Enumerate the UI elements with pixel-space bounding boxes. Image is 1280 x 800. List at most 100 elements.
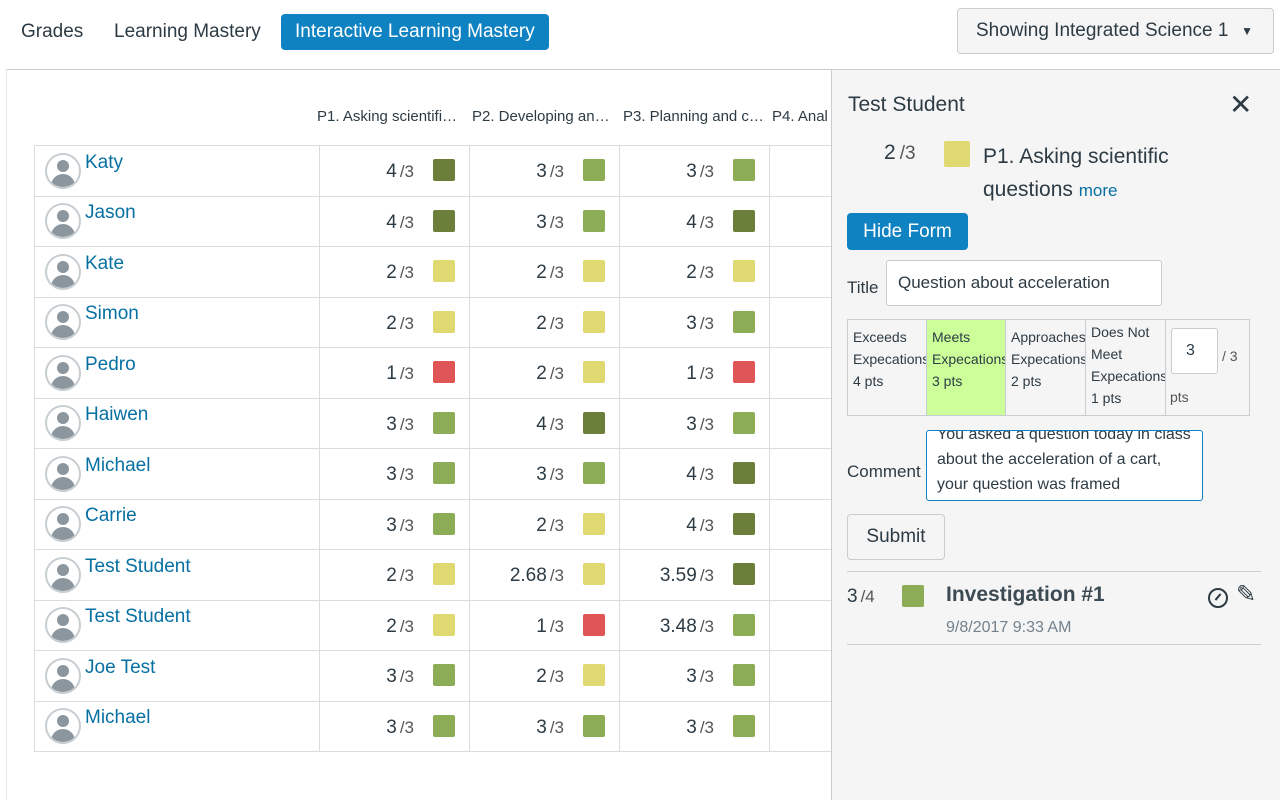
score-value: 4 [386, 211, 397, 233]
score-cell[interactable]: 3/3 [469, 196, 620, 247]
avatar[interactable] [45, 203, 81, 240]
table-row: Michael 3/3 3/3 4/3 [34, 448, 832, 500]
hide-form-button[interactable]: Hide Form [847, 213, 968, 250]
avatar[interactable] [45, 253, 81, 290]
column-header-p3[interactable]: P3. Planning and c… [623, 108, 764, 125]
student-name-link[interactable]: Carrie [85, 505, 137, 527]
student-name-link[interactable]: Michael [85, 454, 151, 476]
score-cell[interactable]: 1/3 [469, 600, 620, 651]
avatar[interactable] [45, 304, 81, 341]
score-cell[interactable]: 2/3 [319, 549, 470, 601]
score-cell-p4[interactable] [769, 701, 832, 752]
score-value: 2 [536, 666, 547, 687]
score-cell[interactable]: 2/3 [469, 246, 620, 298]
score-cell[interactable]: 2/3 [469, 499, 620, 550]
student-name-link[interactable]: Michael [85, 707, 151, 729]
score-cell[interactable]: 3/3 [619, 297, 770, 348]
mastery-swatch [733, 260, 755, 282]
student-name-link[interactable]: Simon [85, 303, 139, 325]
score-cell[interactable]: 4/3 [319, 196, 470, 247]
avatar[interactable] [45, 657, 81, 694]
score-cell[interactable]: 2/3 [469, 347, 620, 399]
score-cell[interactable]: 4/3 [619, 448, 770, 500]
score-cell[interactable]: 4/3 [619, 499, 770, 550]
rubric-option-exceeds[interactable]: Exceeds Expecations 4 pts [848, 320, 927, 415]
score-cell-p4[interactable] [769, 549, 832, 601]
avatar[interactable] [45, 354, 81, 391]
tab-learning-mastery[interactable]: Learning Mastery [114, 21, 261, 42]
pencil-icon[interactable]: ✎ [1236, 581, 1257, 608]
score-cell-p4[interactable] [769, 650, 832, 702]
points-input[interactable]: 3 [1171, 328, 1218, 374]
score-cell[interactable]: 3/3 [619, 398, 770, 449]
score-cell-p4[interactable] [769, 398, 832, 449]
rubric-option-approaches[interactable]: Approaches Expecations 2 pts [1006, 320, 1086, 415]
tab-interactive-learning-mastery[interactable]: Interactive Learning Mastery [281, 14, 549, 50]
score-cell-p4[interactable] [769, 499, 832, 550]
score-cell-p4[interactable] [769, 297, 832, 348]
score-text: 3/3 [536, 464, 564, 486]
student-name-link[interactable]: Jason [85, 202, 136, 224]
tab-grades[interactable]: Grades [21, 21, 84, 42]
rubric-option-meets[interactable]: Meets Expecations 3 pts [927, 320, 1006, 415]
score-cell-p4[interactable] [769, 246, 832, 298]
mastery-swatch [733, 361, 755, 383]
score-cell[interactable]: 4/3 [319, 145, 470, 197]
score-cell[interactable]: 3/3 [319, 701, 470, 752]
score-cell[interactable]: 3/3 [619, 650, 770, 702]
score-cell[interactable]: 3/3 [469, 145, 620, 197]
score-cell-p4[interactable] [769, 448, 832, 500]
submit-button[interactable]: Submit [847, 514, 945, 560]
course-select[interactable]: Showing Integrated Science 1 ▼ [957, 8, 1274, 54]
column-header-p4[interactable]: P4. Anal [772, 108, 828, 125]
score-denom: /3 [549, 212, 564, 232]
more-link[interactable]: more [1078, 181, 1118, 200]
student-name-link[interactable]: Joe Test [85, 656, 156, 678]
score-cell[interactable]: 3/3 [319, 499, 470, 550]
score-cell[interactable]: 4/3 [469, 398, 620, 449]
score-cell[interactable]: 1/3 [319, 347, 470, 399]
student-name-link[interactable]: Test Student [85, 606, 191, 628]
score-cell[interactable]: 3/3 [619, 145, 770, 197]
student-name-link[interactable]: Kate [85, 252, 125, 274]
score-cell[interactable]: 3/3 [319, 650, 470, 702]
title-input[interactable]: Question about acceleration [886, 260, 1162, 306]
score-cell-p4[interactable] [769, 145, 832, 197]
student-name-link[interactable]: Pedro [85, 353, 136, 375]
score-cell[interactable]: 2/3 [619, 246, 770, 298]
score-cell[interactable]: 3/3 [619, 701, 770, 752]
speedometer-icon[interactable] [1208, 588, 1228, 608]
score-cell[interactable]: 3.48/3 [619, 600, 770, 651]
score-cell[interactable]: 1/3 [619, 347, 770, 399]
score-cell[interactable]: 2/3 [319, 297, 470, 348]
score-cell[interactable]: 2/3 [469, 650, 620, 702]
score-cell-p4[interactable] [769, 196, 832, 247]
avatar[interactable] [45, 152, 81, 189]
score-cell-p4[interactable] [769, 600, 832, 651]
student-name-link[interactable]: Haiwen [85, 404, 149, 426]
student-name-link[interactable]: Katy [85, 151, 124, 173]
comment-textarea[interactable]: You asked a question today in class abou… [926, 430, 1203, 501]
avatar[interactable] [45, 556, 81, 593]
score-cell[interactable]: 3/3 [319, 398, 470, 449]
avatar[interactable] [45, 506, 81, 543]
avatar[interactable] [45, 607, 81, 644]
score-cell[interactable]: 3/3 [469, 701, 620, 752]
score-cell[interactable]: 3/3 [469, 448, 620, 500]
avatar[interactable] [45, 708, 81, 745]
avatar[interactable] [45, 405, 81, 442]
score-cell[interactable]: 2/3 [469, 297, 620, 348]
score-cell[interactable]: 3/3 [319, 448, 470, 500]
column-header-p2[interactable]: P2. Developing an… [472, 108, 610, 125]
close-icon[interactable]: ✕ [1229, 89, 1253, 120]
avatar[interactable] [45, 455, 81, 492]
rubric-option-does-not-meet[interactable]: Does Not Meet Expecations 1 pts [1086, 320, 1166, 415]
score-cell[interactable]: 2.68/3 [469, 549, 620, 601]
student-name-link[interactable]: Test Student [85, 555, 191, 577]
score-cell-p4[interactable] [769, 347, 832, 399]
score-cell[interactable]: 2/3 [319, 600, 470, 651]
column-header-p1[interactable]: P1. Asking scientifi… [317, 108, 458, 125]
score-cell[interactable]: 4/3 [619, 196, 770, 247]
score-cell[interactable]: 3.59/3 [619, 549, 770, 601]
score-cell[interactable]: 2/3 [319, 246, 470, 298]
